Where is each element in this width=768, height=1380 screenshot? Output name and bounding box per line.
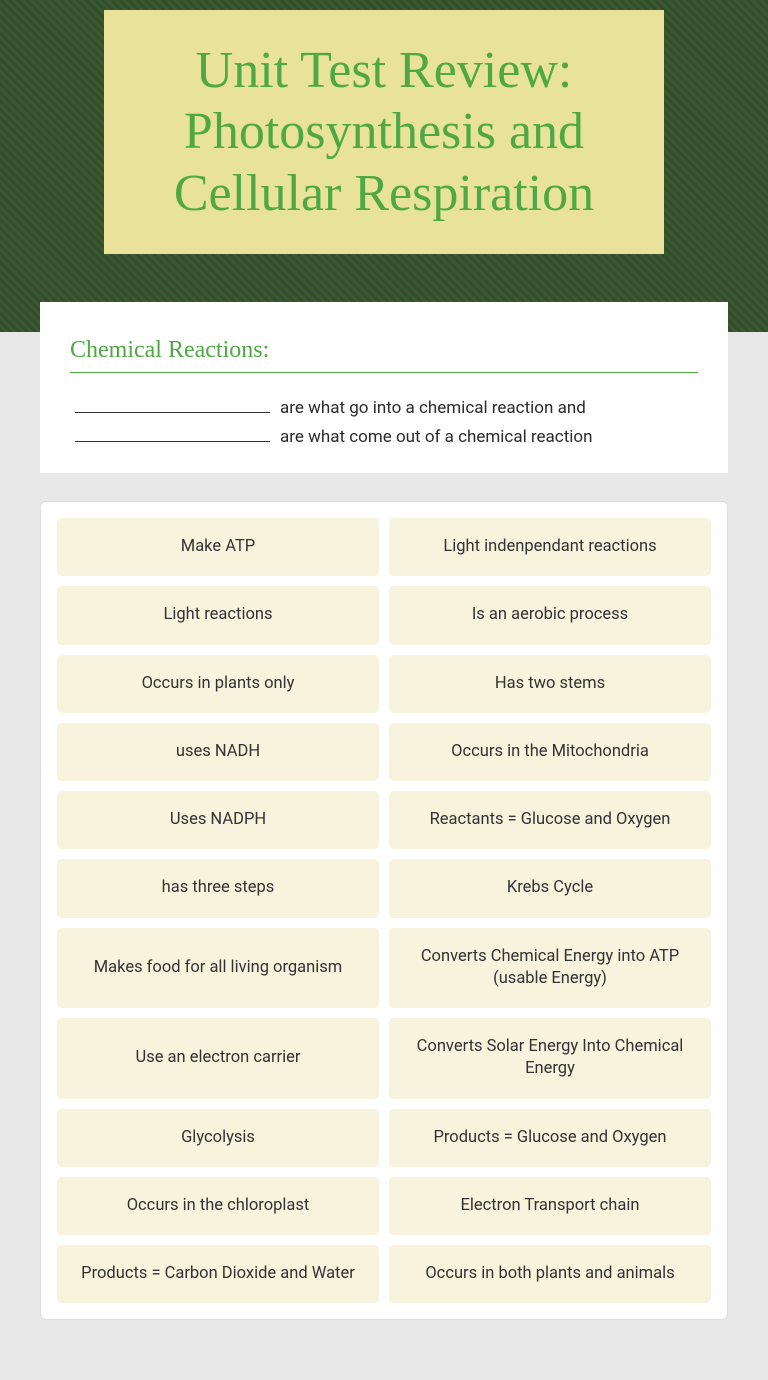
sort-item[interactable]: Converts Chemical Energy into ATP (usabl… <box>389 928 711 1009</box>
sort-item[interactable]: Electron Transport chain <box>389 1177 711 1235</box>
content-card: Chemical Reactions: are what go into a c… <box>40 302 728 473</box>
hero-section: Unit Test Review: Photosynthesis and Cel… <box>0 0 768 332</box>
sort-item[interactable]: Glycolysis <box>57 1109 379 1167</box>
sort-item[interactable]: uses NADH <box>57 723 379 781</box>
sort-item[interactable]: Occurs in the chloroplast <box>57 1177 379 1235</box>
sort-item[interactable]: Uses NADPH <box>57 791 379 849</box>
fill-text-2: are what come out of a chemical reaction <box>280 427 592 447</box>
sort-item[interactable]: Make ATP <box>57 518 379 576</box>
fill-row-1: are what go into a chemical reaction and <box>70 395 698 418</box>
sort-item[interactable]: Occurs in the Mitochondria <box>389 723 711 781</box>
title-box: Unit Test Review: Photosynthesis and Cel… <box>104 10 664 254</box>
page-title: Unit Test Review: Photosynthesis and Cel… <box>124 40 644 224</box>
sort-item[interactable]: Occurs in both plants and animals <box>389 1245 711 1303</box>
divider <box>70 372 698 373</box>
sort-card: Make ATP Light indenpendant reactions Li… <box>40 501 728 1320</box>
sort-item[interactable]: Occurs in plants only <box>57 655 379 713</box>
sort-grid: Make ATP Light indenpendant reactions Li… <box>57 518 711 1303</box>
blank-input-1[interactable] <box>75 395 270 413</box>
blank-input-2[interactable] <box>75 424 270 442</box>
section-heading: Chemical Reactions: <box>70 337 698 364</box>
sort-item[interactable]: has three steps <box>57 859 379 917</box>
sort-item[interactable]: Is an aerobic process <box>389 586 711 644</box>
sort-item[interactable]: Makes food for all living organism <box>57 928 379 1009</box>
sort-item[interactable]: Products = Carbon Dioxide and Water <box>57 1245 379 1303</box>
fill-row-2: are what come out of a chemical reaction <box>70 424 698 447</box>
sort-item[interactable]: Has two stems <box>389 655 711 713</box>
sort-item[interactable]: Products = Glucose and Oxygen <box>389 1109 711 1167</box>
sort-item[interactable]: Light reactions <box>57 586 379 644</box>
sort-item[interactable]: Light indenpendant reactions <box>389 518 711 576</box>
sort-item[interactable]: Reactants = Glucose and Oxygen <box>389 791 711 849</box>
sort-item[interactable]: Converts Solar Energy Into Chemical Ener… <box>389 1018 711 1099</box>
fill-text-1: are what go into a chemical reaction and <box>280 398 586 418</box>
sort-item[interactable]: Use an electron carrier <box>57 1018 379 1099</box>
sort-item[interactable]: Krebs Cycle <box>389 859 711 917</box>
